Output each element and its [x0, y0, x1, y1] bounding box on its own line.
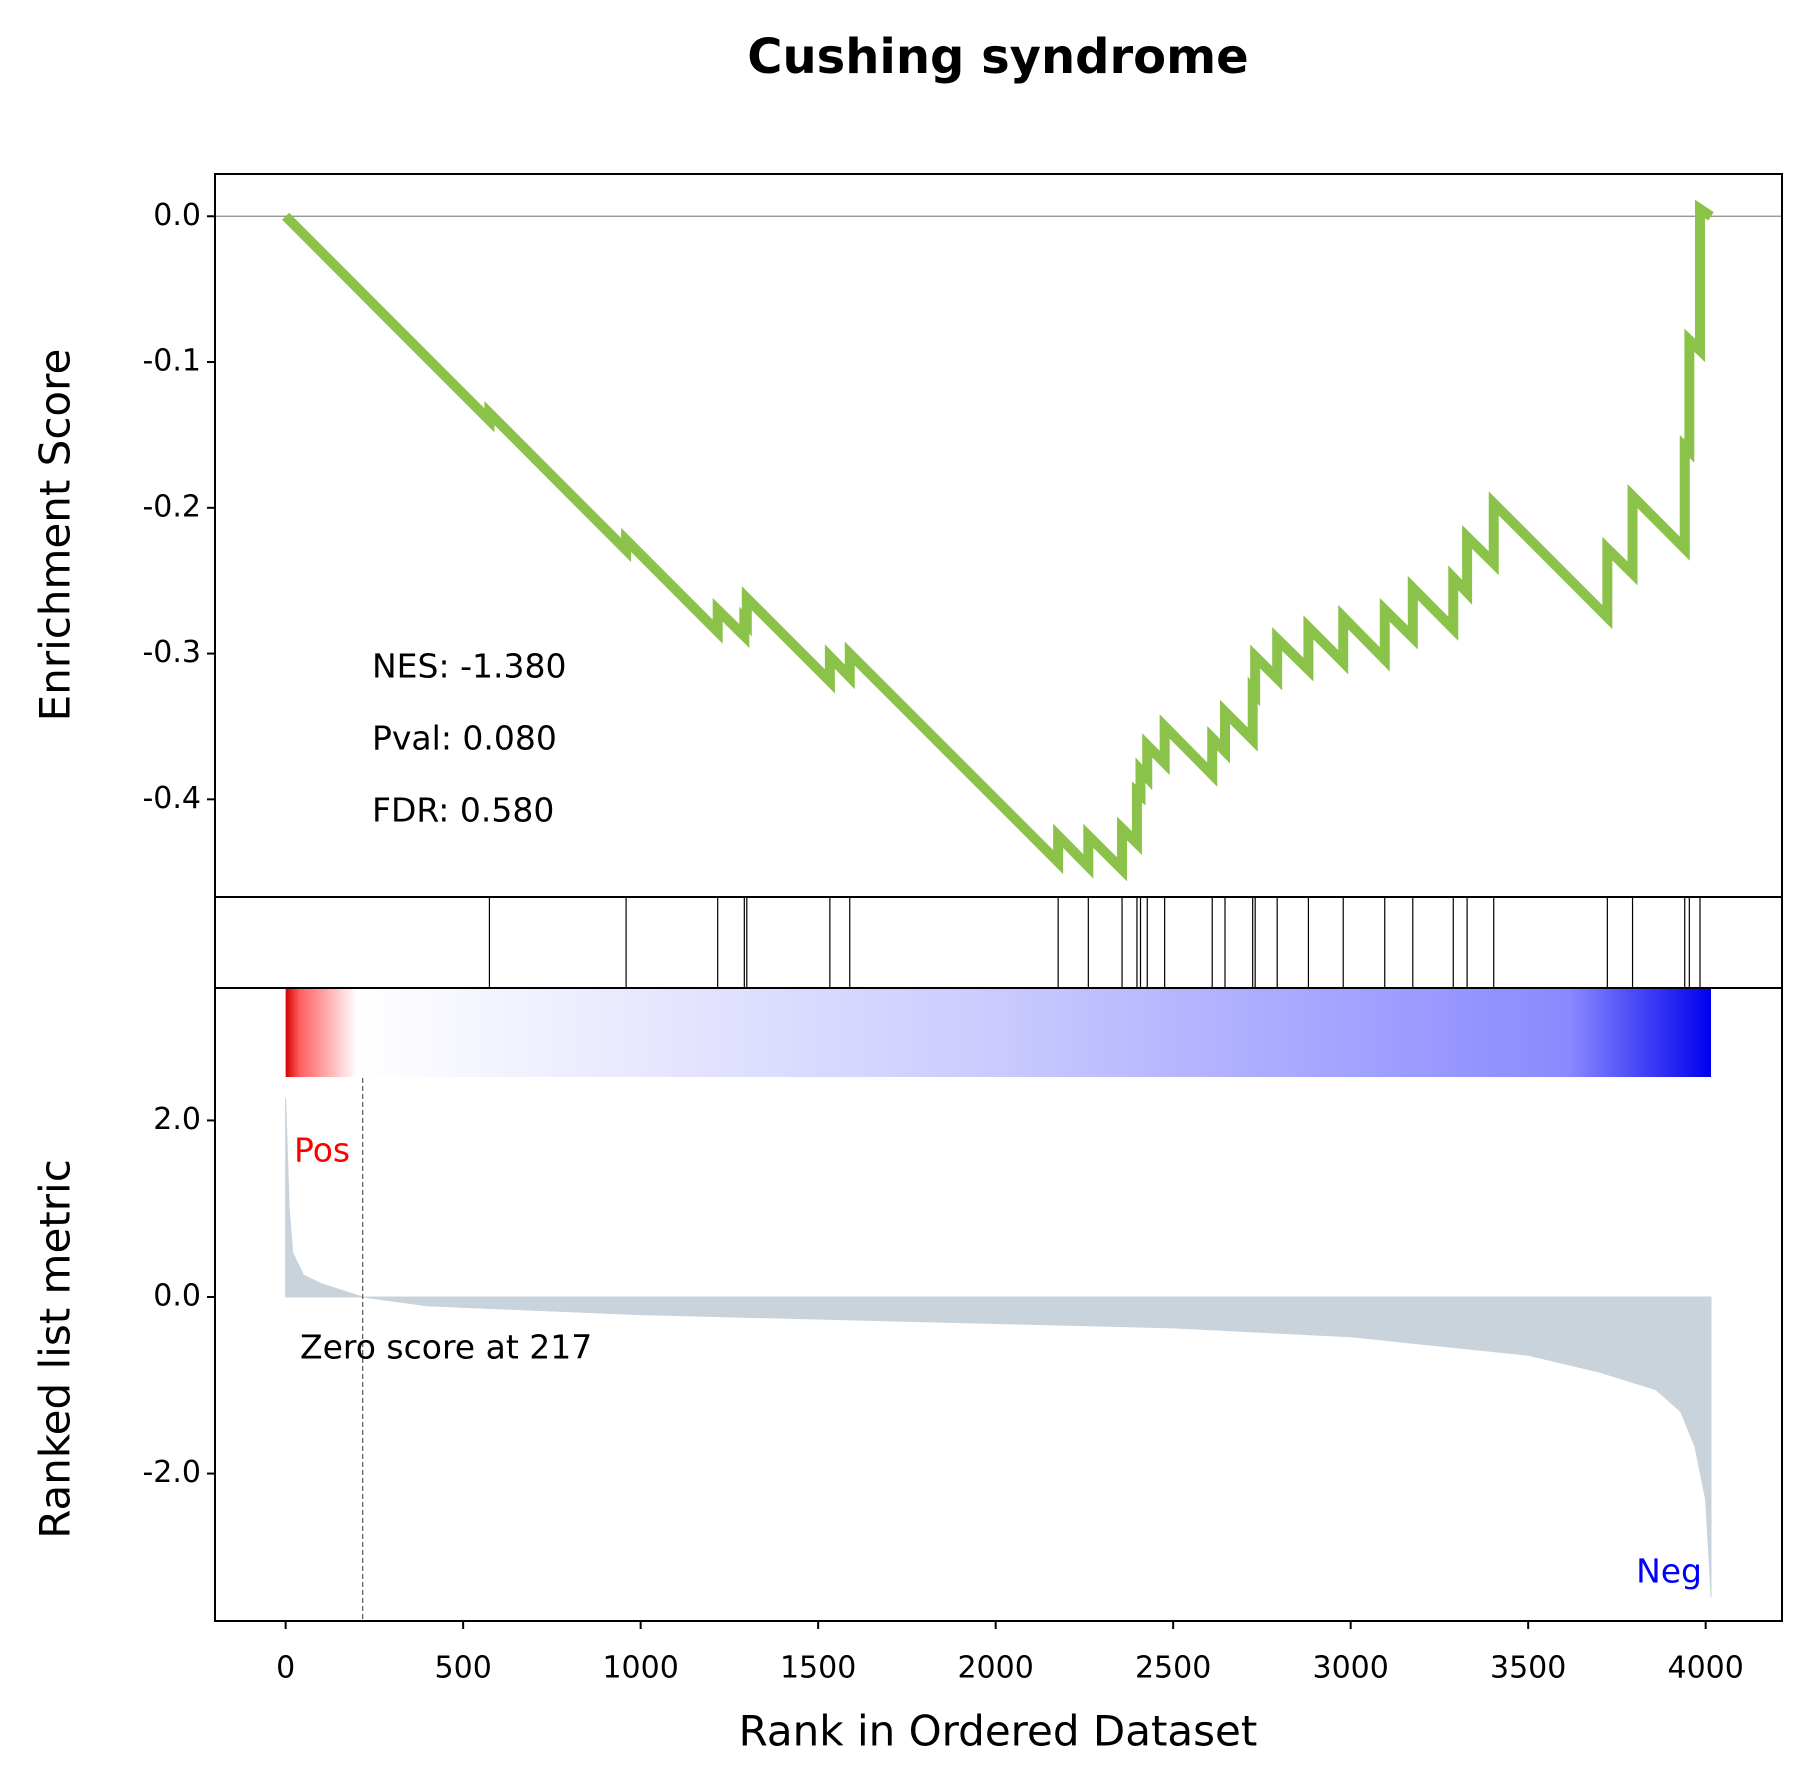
stat-annotation: FDR: 0.580 [372, 791, 554, 830]
y-tick-label: -0.1 [142, 344, 201, 379]
stat-annotation: NES: -1.380 [372, 647, 566, 686]
x-tick-label: 4000 [1667, 1651, 1743, 1686]
x-tick-label: 1500 [780, 1651, 856, 1686]
pos-label: Pos [294, 1131, 350, 1170]
x-tick-label: 2000 [957, 1651, 1033, 1686]
y-tick-label: -0.3 [142, 635, 201, 670]
x-axis-label: Rank in Ordered Dataset [739, 1707, 1258, 1756]
metric-frame [214, 987, 1783, 1622]
zero-score-label: Zero score at 217 [300, 1328, 592, 1367]
y-axis-label: Enrichment Score [31, 349, 80, 722]
neg-label: Neg [1636, 1552, 1702, 1591]
y-tick-label: -0.2 [142, 489, 201, 524]
y-tick-label: -0.4 [142, 781, 201, 816]
y-tick-label: 0.0 [153, 1278, 201, 1313]
plot-area: 0.0 -0.1 -0.2 -0.3 -0.4 NES: -1.380 Pval: 0.08… [142, 198, 1782, 1686]
x-tick-label: 3000 [1312, 1651, 1388, 1686]
y-tick-label: -2.0 [142, 1455, 201, 1490]
es-line [282, 199, 1714, 882]
y-tick-label: 0.0 [153, 198, 201, 233]
x-tick-label: 2500 [1135, 1651, 1211, 1686]
rank-colorbar [285, 988, 1711, 1077]
x-tick-label: 3500 [1490, 1651, 1566, 1686]
metric-area [285, 1098, 1712, 1598]
y-axis-label: Ranked list metric [31, 1159, 80, 1539]
x-tick-label: 500 [435, 1651, 492, 1686]
x-tick-label: 0 [276, 1651, 295, 1686]
chart-title: Cushing syndrome [747, 29, 1248, 85]
y-tick-label: 2.0 [153, 1102, 201, 1137]
x-tick-label: 1000 [602, 1651, 678, 1686]
stat-annotation: Pval: 0.080 [372, 719, 557, 758]
